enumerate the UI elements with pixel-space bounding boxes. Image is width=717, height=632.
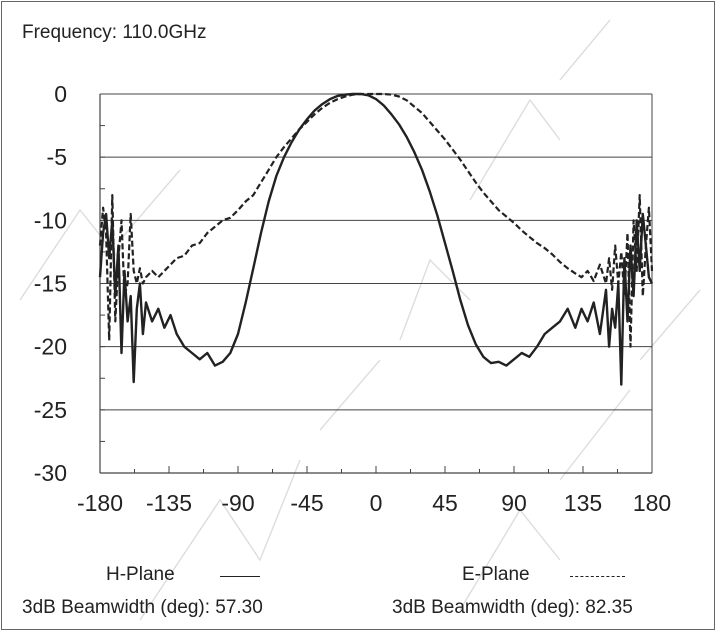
grid-lines [100,93,652,474]
y-tick-label--15: -15 [34,271,67,297]
y-tick-label-0: 0 [54,81,67,107]
x-tick-label--135: -135 [146,490,192,516]
y-tick-label--25: -25 [34,397,67,423]
legend-h-plane-line [220,576,260,577]
x-tick-label-0: 0 [370,490,383,516]
frequency-label: Frequency: 110.0GHz [22,22,207,43]
series-line-e-plane [98,92,654,348]
x-tick-label-135: 135 [564,490,602,516]
x-tick-label-180: 180 [633,490,671,516]
y-tick-label--10: -10 [34,207,67,233]
series-line-h-plane [98,92,654,386]
y-tick-label--5: -5 [47,144,67,170]
series [98,92,654,386]
y-tick-label--20: -20 [34,334,67,360]
x-tick-label--45: -45 [290,490,323,516]
legend-e-plane-line [570,576,625,577]
e-plane-beamwidth: 3dB Beamwidth (deg): 82.35 [392,597,633,618]
x-tick-label--180: -180 [77,490,123,516]
y-tick-label--30: -30 [34,460,67,486]
legend-e-plane-label: E-Plane [462,564,530,585]
tick-labels: 0 -5 -10 -15 -20 -25 -30 -180 -135 -90 -45 0 45 90 135… [34,81,671,516]
x-tick-label-45: 45 [432,490,458,516]
legend-h-plane-label: H-Plane [106,564,175,585]
x-tick-label--90: -90 [221,490,254,516]
x-tick-label-90: 90 [501,490,527,516]
h-plane-beamwidth: 3dB Beamwidth (deg): 57.30 [22,597,263,618]
